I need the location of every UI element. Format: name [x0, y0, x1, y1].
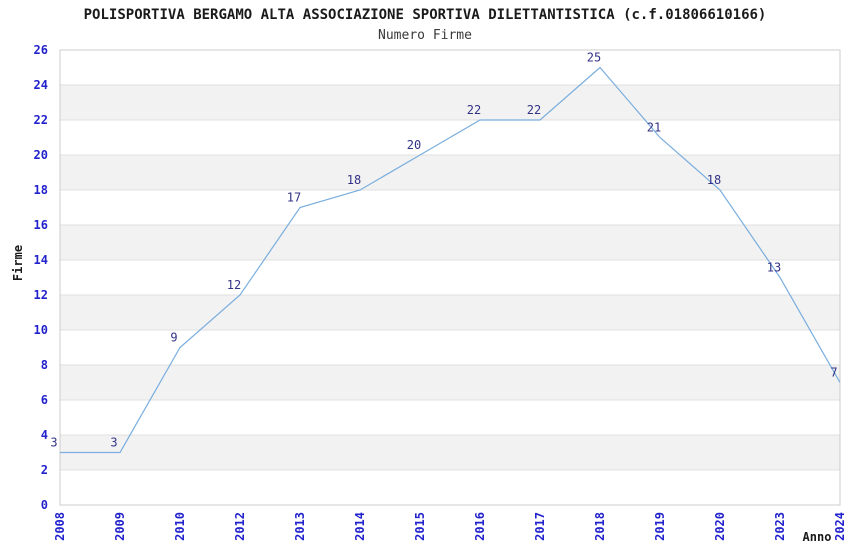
- chart-subtitle: Numero Firme: [378, 28, 472, 43]
- data-point-label: 9: [170, 331, 177, 345]
- x-tick-label: 2020: [713, 512, 727, 541]
- grid-band: [60, 225, 840, 260]
- y-tick-label: 18: [34, 183, 48, 197]
- grid-band: [60, 435, 840, 470]
- y-tick-label: 16: [34, 218, 48, 232]
- data-point-label: 25: [587, 51, 601, 65]
- data-point-label: 22: [527, 103, 541, 117]
- y-tick-label: 4: [41, 428, 48, 442]
- data-point-label: 20: [407, 138, 421, 152]
- y-tick-label: 10: [34, 323, 48, 337]
- y-axis-label: Firme: [11, 245, 25, 281]
- y-tick-label: 2: [41, 463, 48, 477]
- x-tick-label: 2014: [353, 512, 367, 541]
- data-point-label: 3: [110, 436, 117, 450]
- x-tick-label: 2017: [533, 512, 547, 541]
- y-tick-label: 24: [34, 78, 48, 92]
- data-point-label: 13: [767, 261, 781, 275]
- grid-band: [60, 365, 840, 400]
- x-tick-label: 2013: [293, 512, 307, 541]
- data-point-label: 18: [707, 173, 721, 187]
- x-tick-label: 2018: [593, 512, 607, 541]
- y-tick-label: 26: [34, 43, 48, 57]
- x-tick-label: 2024: [833, 512, 847, 541]
- data-point-label: 18: [347, 173, 361, 187]
- x-tick-label: 2012: [233, 512, 247, 541]
- grid-band: [60, 295, 840, 330]
- data-line: [60, 66, 841, 454]
- data-point-label: 21: [647, 121, 661, 135]
- x-tick-label: 2016: [473, 512, 487, 541]
- y-tick-label: 8: [41, 358, 48, 372]
- x-tick-label: 2010: [173, 512, 187, 541]
- chart-title: POLISPORTIVA BERGAMO ALTA ASSOCIAZIONE S…: [84, 7, 767, 23]
- y-tick-label: 6: [41, 393, 48, 407]
- x-tick-label: 2015: [413, 512, 427, 541]
- data-point-label: 7: [830, 366, 837, 380]
- x-tick-label: 2023: [773, 512, 787, 541]
- x-axis-label: Anno: [803, 530, 832, 544]
- data-point-label: 3: [50, 436, 57, 450]
- x-tick-label: 2009: [113, 512, 127, 541]
- plot-border: [59, 49, 841, 506]
- y-tick-label: 20: [34, 148, 48, 162]
- y-tick-label: 12: [34, 288, 48, 302]
- grid-band: [60, 155, 840, 190]
- y-tick-label: 14: [34, 253, 48, 267]
- y-tick-label: 0: [41, 498, 48, 512]
- y-tick-label: 22: [34, 113, 48, 127]
- data-point-label: 17: [287, 191, 301, 205]
- x-tick-label: 2019: [653, 512, 667, 541]
- x-tick-label: 2008: [53, 512, 67, 541]
- data-point-label: 12: [227, 278, 241, 292]
- grid-band: [60, 85, 840, 120]
- data-point-label: 22: [467, 103, 481, 117]
